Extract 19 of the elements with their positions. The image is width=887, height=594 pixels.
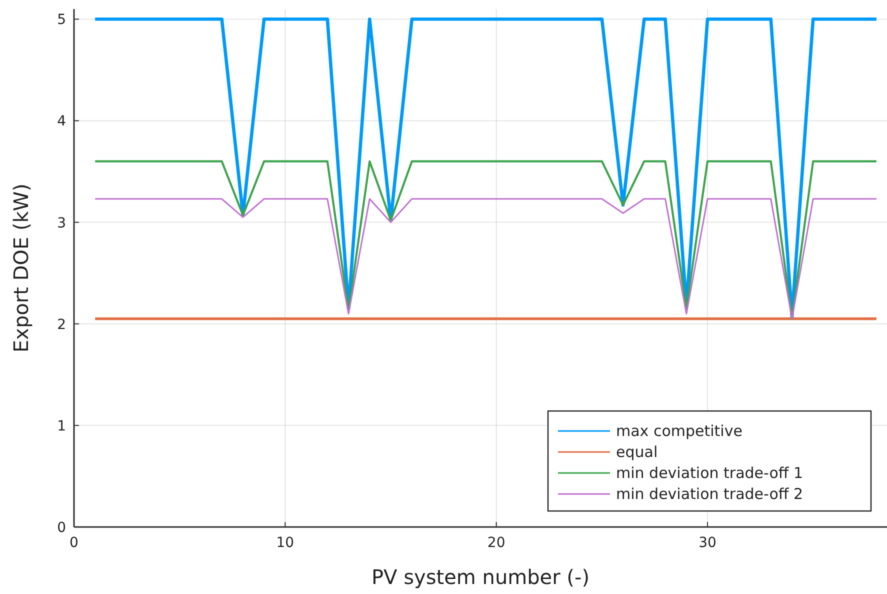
y-tick-label: 2	[57, 316, 66, 333]
y-tick-label: 3	[57, 215, 66, 232]
x-tick-label: 10	[276, 535, 294, 551]
legend-label: min deviation trade-off 1	[616, 464, 804, 482]
legend-label: max competitive	[616, 422, 742, 440]
y-tick-label: 5	[57, 12, 66, 28]
x-tick-label: 30	[698, 535, 716, 551]
legend-label: min deviation trade-off 2	[616, 485, 804, 503]
y-tick-label: 4	[57, 114, 66, 130]
x-tick-label: 0	[70, 535, 78, 551]
line-series	[94, 160, 878, 320]
y-axis-title: Export DOE (kW)	[9, 184, 33, 352]
x-tick-label: 20	[487, 535, 506, 551]
line-series	[93, 18, 878, 318]
x-axis-title: PV system number (-)	[372, 565, 590, 589]
y-tick-label: 1	[57, 418, 66, 434]
line-series	[94, 198, 878, 320]
y-tick-label: 0	[57, 520, 66, 536]
legend-label: equal	[616, 443, 658, 461]
